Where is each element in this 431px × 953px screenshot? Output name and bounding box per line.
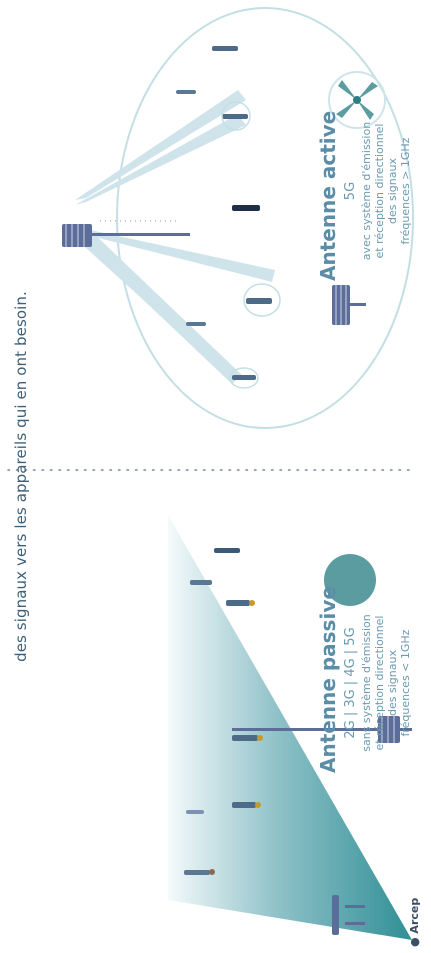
active-user-3	[243, 283, 281, 317]
passive-user-7	[214, 548, 240, 553]
active-user-4	[232, 205, 260, 211]
passive-line-3: des signaux	[386, 650, 399, 716]
diagram-caption: des signaux vers les appareils qui en on…	[12, 291, 30, 662]
arcep-logo: ● Arcep	[408, 897, 421, 947]
passive-antenna-legend-icon	[332, 895, 365, 935]
passive-user-1	[184, 869, 215, 875]
active-line-2: et réception directionnel	[373, 123, 386, 259]
passive-line-1: sans système d'émission	[360, 614, 373, 752]
passive-line-2: et réception directionnel	[373, 615, 386, 751]
passive-user-2	[186, 810, 204, 814]
passive-coverage-disc-icon	[324, 554, 376, 606]
active-tower-icon	[62, 220, 190, 247]
active-beamforming-icon	[328, 71, 386, 129]
active-antenna-legend-icon	[332, 285, 366, 325]
active-user-6	[176, 90, 196, 94]
active-line-3: des signaux	[386, 158, 399, 224]
active-user-7	[212, 46, 238, 51]
active-user-1	[229, 367, 259, 389]
active-beams	[75, 90, 275, 384]
active-coverage-ellipse	[116, 7, 414, 429]
passive-generations: 2G | 3G | 4G | 5G	[343, 627, 358, 739]
passive-tower-icon	[232, 716, 412, 743]
passive-line-4: fréquences < 1GHz	[399, 629, 412, 737]
passive-user-5	[226, 600, 255, 606]
passive-coverage-cone	[168, 515, 412, 940]
passive-user-3	[232, 802, 261, 808]
active-user-5	[221, 101, 251, 131]
active-line-4: fréquences > 1GHz	[399, 137, 412, 245]
active-line-1: avec système d'émission	[360, 121, 373, 261]
active-user-2	[186, 322, 206, 326]
passive-user-6	[190, 580, 212, 585]
passive-title: Antenne passive	[316, 586, 340, 773]
active-generations: 5G	[343, 181, 358, 201]
passive-user-4	[232, 735, 263, 741]
active-title: Antenne active	[316, 110, 340, 281]
